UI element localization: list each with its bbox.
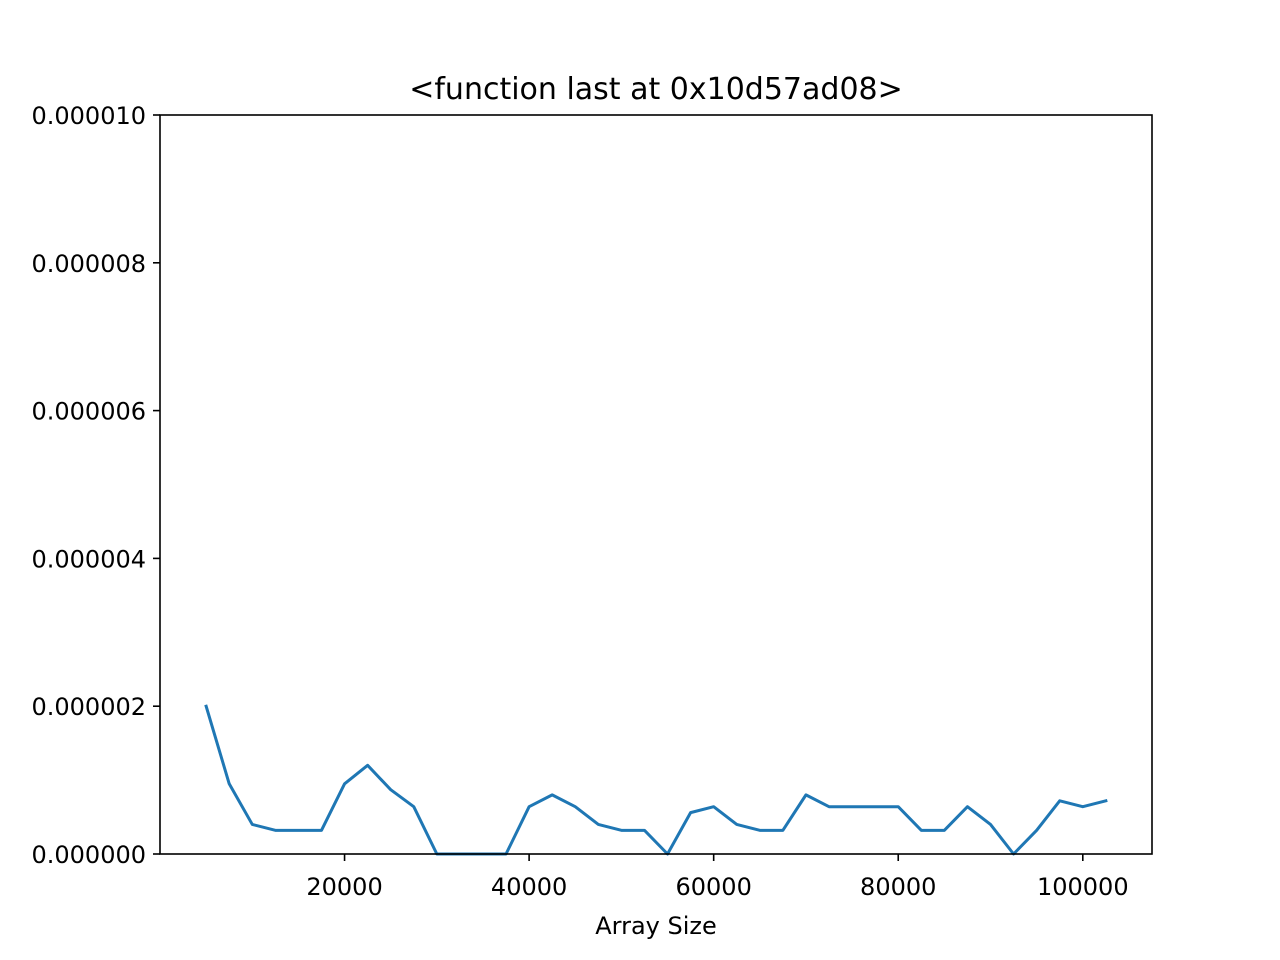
x-tick-label: 100000 [1037,873,1129,901]
x-tick-label: 80000 [860,873,936,901]
x-axis-label: Array Size [595,912,717,940]
series-layer [204,704,1108,856]
chart-title: <function last at 0x10d57ad08> [409,72,903,107]
series-line [204,704,1108,856]
y-tick-label: 0.000006 [31,398,146,426]
y-tick-label: 0.000010 [31,102,146,130]
y-tick-label: 0.000002 [31,693,146,721]
y-tick-label: 0.000000 [31,841,146,869]
x-tick-label: 40000 [491,873,567,901]
plot-frame [159,114,1153,855]
y-tick-label: 0.000008 [31,250,146,278]
x-tick-label: 60000 [675,873,751,901]
y-axis-ticks: 0.000000 0.000002 0.000004 0.000006 0.000008… [31,102,160,869]
y-tick-label: 0.000004 [31,545,146,573]
x-tick-label: 20000 [306,873,382,901]
x-axis-ticks: 20000 40000 60000 80000 100000 [306,854,1129,901]
